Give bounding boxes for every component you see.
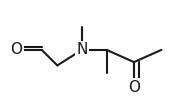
Text: O: O [10,42,22,57]
Text: N: N [76,42,88,57]
Text: O: O [128,80,140,95]
